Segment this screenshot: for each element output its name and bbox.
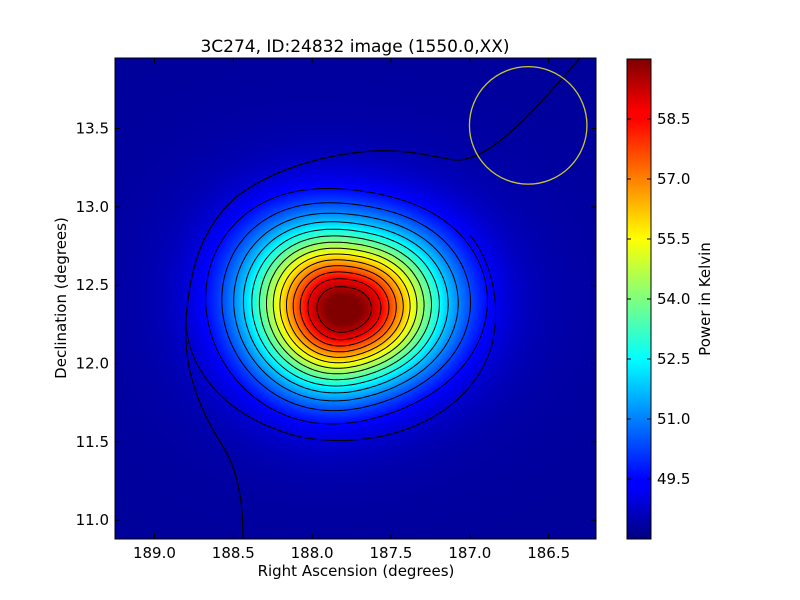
y-axis-label: Declination (degrees) [52, 217, 70, 379]
x-tick-label: 188.5 [212, 544, 255, 562]
contour-line [242, 221, 449, 394]
contour-line [233, 212, 459, 402]
chart-title: 3C274, ID:24832 image (1550.0,XX) [200, 37, 509, 57]
contour-line [307, 278, 382, 341]
colorbar-tick-label: 49.5 [657, 470, 690, 488]
y-tick-label: 12.0 [76, 355, 109, 373]
colorbar-tick-label: 55.5 [657, 230, 690, 248]
colorbar-tick-label: 58.5 [657, 110, 690, 128]
contour-line [272, 247, 418, 369]
contour-line [205, 188, 489, 425]
contour-line-outer [185, 58, 581, 539]
contour-line [251, 228, 440, 387]
colorbar-tick-label: 51.0 [657, 410, 690, 428]
x-tick-label: 189.0 [133, 544, 176, 562]
x-tick-label: 186.5 [527, 544, 570, 562]
colorbar-tick-label: 57.0 [657, 170, 690, 188]
contour-line [316, 286, 373, 333]
contour-line [286, 259, 404, 358]
contour-line [221, 202, 472, 412]
x-tick-label: 187.5 [370, 544, 413, 562]
y-tick-label: 12.5 [76, 276, 109, 294]
y-tick-label: 11.5 [76, 433, 109, 451]
contour-line [292, 265, 397, 353]
x-axis: 189.0 188.5 188.0 187.5 187.0 186.5 [133, 58, 570, 562]
colorbar-tick-label: 52.5 [657, 350, 690, 368]
colorbar-label: Power in Kelvin [696, 242, 714, 356]
y-tick-label: 11.0 [76, 511, 109, 529]
y-tick-label: 13.0 [76, 198, 109, 216]
colorbar-tick-label: 54.0 [657, 290, 690, 308]
colorbar-ticks: 49.5 51.0 52.5 54.0 55.5 57.0 58.5 [627, 110, 690, 488]
y-tick-label: 13.5 [76, 120, 109, 138]
x-tick-label: 187.0 [448, 544, 491, 562]
contour-line [299, 271, 390, 347]
heatmap-image [115, 58, 596, 539]
contour-lines [185, 58, 581, 539]
plot-frame [114, 57, 597, 540]
contour-line [258, 235, 433, 381]
y-axis: 11.0 11.5 12.0 12.5 13.0 13.5 [76, 120, 596, 529]
x-axis-label: Right Ascension (degrees) [258, 562, 455, 580]
contour-line [266, 241, 425, 375]
beam-circle [468, 65, 588, 185]
contour-line [279, 253, 411, 364]
contour-line-outer [185, 234, 497, 442]
x-tick-label: 188.0 [291, 544, 334, 562]
